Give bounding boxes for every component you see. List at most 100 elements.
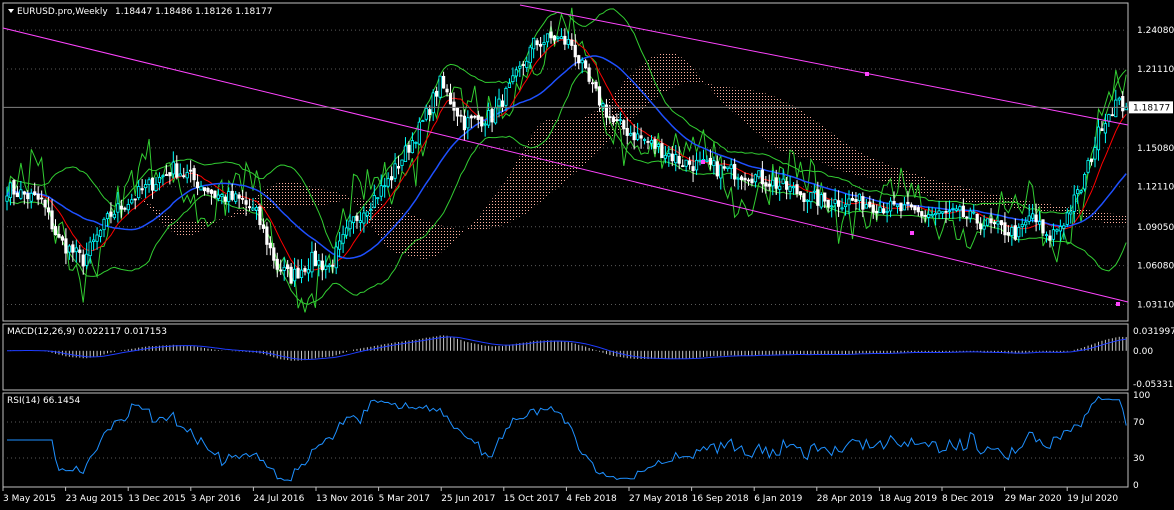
price-axis: 1.24080 1.21110 1.15080 1.12110 1.09050 1.060… (3, 26, 1174, 310)
candle-body (286, 264, 290, 269)
macd-tick-label: 0.031997 (1133, 327, 1174, 337)
candle-body (19, 189, 23, 199)
time-tick-label: 23 Aug 2015 (66, 494, 124, 504)
candle-body (168, 172, 172, 177)
candle-body (60, 236, 65, 241)
candle-body (393, 163, 397, 179)
trend-channel[interactable] (2, 4, 1129, 306)
candle-body (1055, 229, 1059, 232)
price-tick-label: 1.15080 (1137, 144, 1174, 154)
candle-body (850, 197, 855, 201)
candle-body (504, 87, 508, 106)
macd-pane[interactable]: 0.031997 0.00 -0.053316 MACD(12,26,9) 0.02… (2, 323, 1174, 391)
candle-body (29, 192, 33, 202)
candle-body (334, 246, 338, 269)
candle-body (975, 213, 979, 224)
candle-body (459, 114, 463, 117)
candle-body (317, 260, 321, 266)
candle-body (1100, 128, 1104, 131)
rsi-pane[interactable]: 100 70 30 0 RSI(14) 66.1454 (2, 391, 1150, 491)
candle-body (220, 194, 224, 198)
candle-body (511, 75, 515, 83)
candle-body (819, 194, 823, 208)
candle-body (421, 120, 425, 123)
macd-histogram (9, 335, 1127, 361)
candle-body (5, 195, 9, 202)
candle-body (40, 197, 44, 200)
candle-body (493, 107, 498, 124)
candle-body (528, 46, 532, 64)
candle-body (656, 143, 661, 147)
candle-body (781, 178, 785, 185)
time-tick-label: 24 Jul 2016 (253, 494, 304, 504)
time-axis: 3 May 2015 23 Aug 2015 13 Dec 2015 3 Apr 20… (2, 487, 1118, 504)
time-tick-label: 18 Aug 2019 (879, 494, 937, 504)
candle-body (1065, 212, 1069, 225)
candle-body (691, 166, 695, 172)
candle-body (157, 177, 162, 183)
candle-body (518, 65, 522, 69)
menu-triangle-icon[interactable] (8, 9, 14, 13)
candle-body (369, 208, 373, 211)
candle-body (920, 211, 924, 217)
candle-body (542, 42, 546, 46)
candle-body (1048, 235, 1052, 241)
candle-body (525, 60, 529, 68)
candle-body (965, 216, 969, 219)
candle-body (882, 208, 886, 214)
time-tick-label: 3 May 2015 (3, 494, 56, 504)
candle-body (587, 67, 591, 82)
candle-body (1037, 221, 1042, 225)
candle-body (729, 164, 733, 169)
candle-body (133, 198, 137, 201)
time-tick-label: 6 Jan 2019 (754, 494, 802, 504)
candle-body (1027, 215, 1031, 222)
candle-body (43, 199, 47, 208)
candle-body (649, 139, 654, 144)
candle-body (185, 172, 189, 179)
candle-body (1072, 194, 1076, 212)
candle-body (837, 200, 841, 207)
price-pane[interactable]: 1.24080 1.21110 1.15080 1.12110 1.09050 1.060… (2, 2, 1174, 322)
candle-body (535, 40, 539, 46)
candle-body (189, 169, 193, 172)
candle-body (376, 197, 380, 200)
candle-body (916, 207, 920, 213)
candle-body (663, 154, 667, 159)
candle-body (764, 182, 768, 187)
candle-body (843, 204, 848, 208)
candle-body (130, 199, 134, 204)
macd-tick-label: 0.00 (1133, 347, 1153, 357)
candle-body (348, 220, 352, 230)
candle-body (282, 266, 286, 271)
candle-body (324, 265, 328, 270)
candle-body (279, 269, 283, 272)
candle-body (46, 207, 51, 213)
candle-body (757, 170, 761, 178)
candle-body (632, 132, 636, 141)
candle-body (237, 194, 241, 199)
time-tick-label: 25 Jun 2017 (441, 494, 495, 504)
candle-body (590, 82, 595, 85)
candle-body (258, 206, 262, 226)
candle-body (372, 195, 376, 208)
candle-body (809, 192, 813, 203)
candle-body (639, 135, 643, 139)
candle-body (722, 166, 726, 169)
candle-body (247, 206, 252, 209)
candle-body (445, 88, 449, 93)
candle-body (937, 210, 941, 215)
ma-blue-line (6, 55, 1127, 260)
candle-body (802, 193, 806, 202)
candle-body (545, 33, 550, 43)
time-tick-label: 15 Oct 2017 (504, 494, 560, 504)
candle-body (126, 204, 130, 211)
candle-body (594, 81, 598, 89)
candle-body (507, 82, 512, 88)
candle-body (1076, 189, 1080, 195)
candle-body (320, 260, 324, 271)
candle-body (33, 191, 37, 196)
candle-body (192, 168, 196, 181)
candle-body (760, 169, 764, 185)
